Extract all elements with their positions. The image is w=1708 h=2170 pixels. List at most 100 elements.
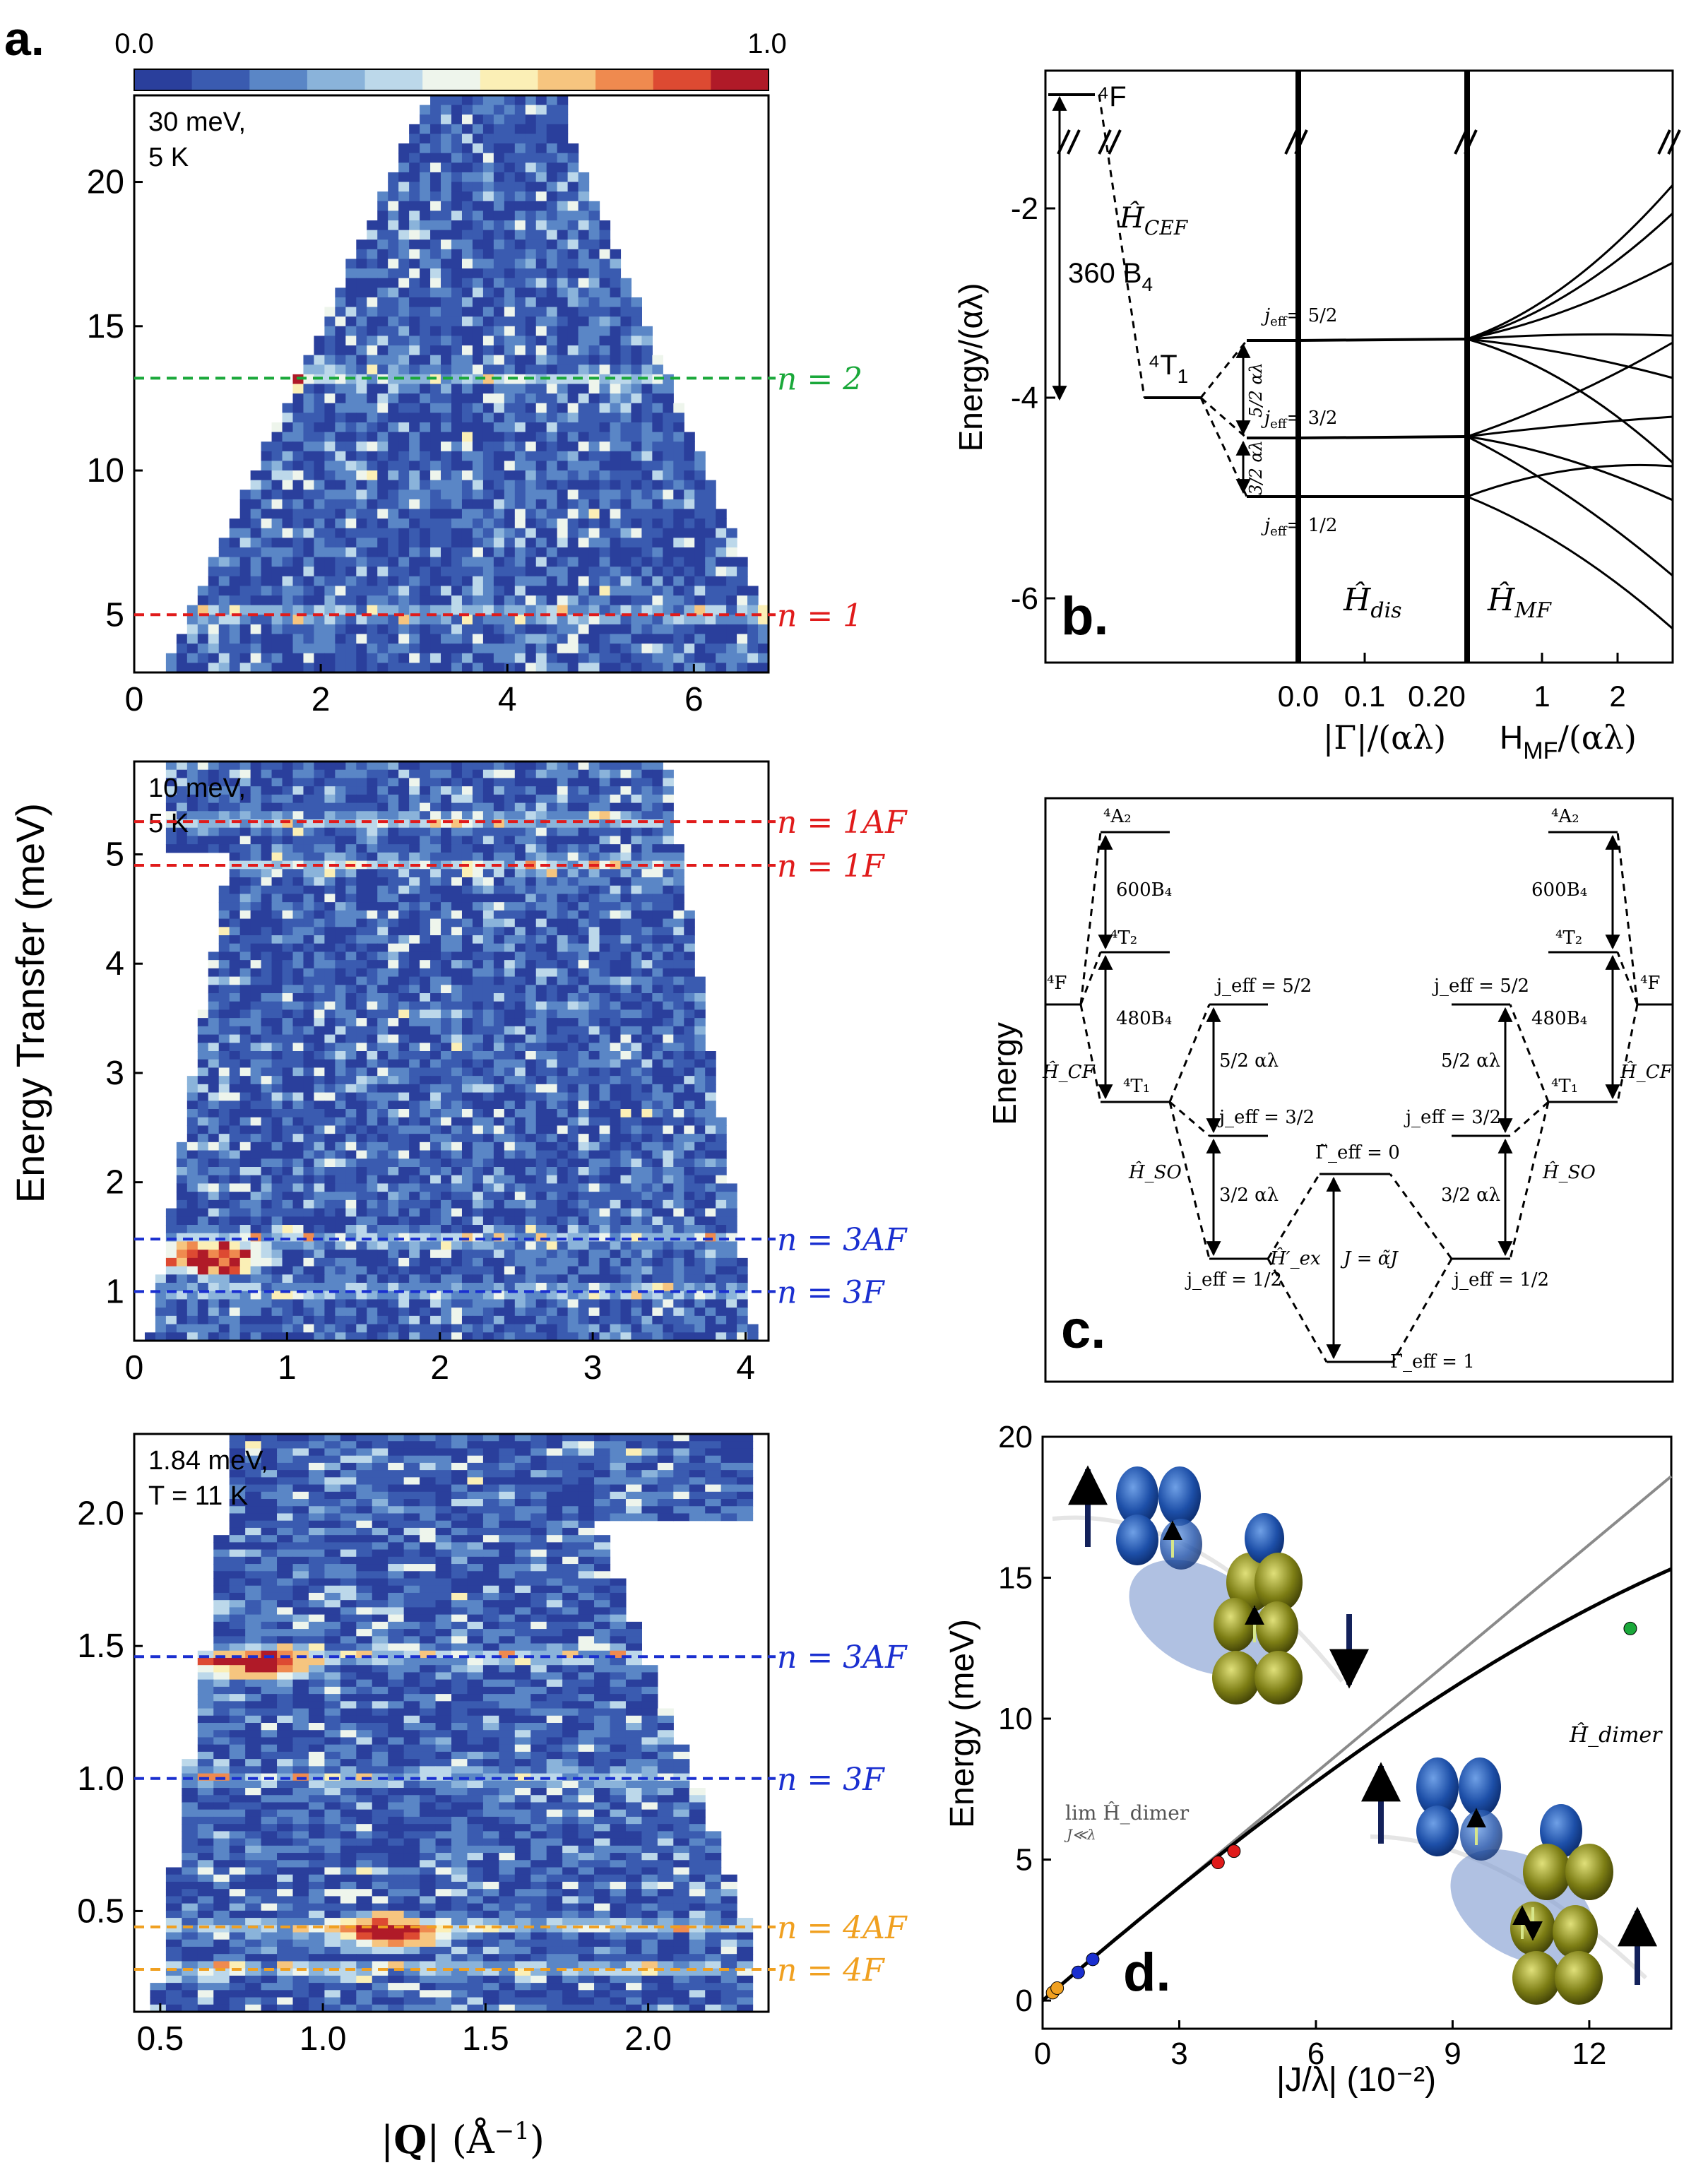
heatmap-cell	[641, 364, 653, 375]
heatmap-cell	[303, 935, 315, 944]
heatmap-cell	[292, 802, 304, 812]
heatmap-cell	[546, 769, 558, 779]
heatmap-cell	[324, 1018, 336, 1027]
heatmap-cell	[620, 1158, 632, 1168]
heatmap-cell	[546, 326, 558, 337]
heatmap-cell	[314, 432, 325, 442]
heatmap-cell	[504, 634, 516, 644]
heatmap-cell	[641, 1092, 653, 1101]
heatmap-cell	[420, 528, 431, 538]
heatmap-cell	[292, 885, 304, 895]
heatmap-cell	[546, 1059, 558, 1069]
heatmap-cell	[578, 624, 590, 635]
heatmap-cell	[229, 615, 241, 625]
heatmap-cell	[367, 894, 378, 903]
heatmap-cell	[588, 364, 600, 375]
heatmap-cell	[239, 1233, 251, 1243]
heatmap-cell	[694, 624, 706, 635]
heatmap-cell	[250, 509, 262, 519]
heatmap-cell	[398, 451, 410, 462]
heatmap-cell	[345, 259, 357, 269]
heatmap-cell	[250, 1199, 262, 1209]
heatmap-cell	[482, 1150, 494, 1159]
heatmap-cell	[641, 885, 653, 895]
heatmap-cell	[345, 844, 357, 853]
heatmap-cell	[398, 1125, 410, 1134]
heatmap-cell	[641, 615, 653, 625]
heatmap-cell	[303, 869, 315, 878]
heatmap-cell	[335, 451, 346, 462]
heatmap-cell	[345, 1026, 357, 1036]
heatmap-cell	[620, 413, 632, 423]
heatmap-cell	[314, 1134, 325, 1143]
heatmap-cell	[430, 615, 441, 625]
heatmap-cell	[229, 1084, 241, 1093]
heatmap-cell	[673, 557, 684, 567]
heatmap-cell	[461, 1225, 473, 1234]
heatmap-cell	[377, 518, 389, 529]
heatmap-cell	[165, 811, 177, 820]
heatmap-cell	[514, 1134, 526, 1143]
heatmap-cell	[599, 1225, 611, 1234]
heatmap-cell	[673, 918, 684, 927]
heatmap-cell	[578, 951, 590, 961]
heatmap-cell	[482, 509, 494, 519]
heatmap-cell	[229, 605, 241, 615]
heatmap-cell	[705, 595, 716, 606]
heatmap-cell	[652, 451, 663, 462]
heatmap-cell	[663, 1233, 674, 1243]
heatmap-cell	[588, 1067, 600, 1077]
heatmap-cell	[631, 364, 642, 375]
heatmap-cell	[461, 172, 473, 183]
heatmap-cell	[441, 345, 452, 356]
heatmap-cell	[631, 567, 642, 577]
heatmap-cell	[493, 1059, 505, 1069]
heatmap-cell	[652, 877, 663, 887]
heatmap-cell	[367, 877, 378, 887]
heatmap-cell	[610, 794, 622, 804]
heatmap-cell	[239, 1001, 251, 1011]
heatmap-cell	[641, 336, 653, 346]
heatmap-cell	[504, 134, 516, 144]
heatmap-cell	[398, 307, 410, 317]
heatmap-cell	[546, 1101, 558, 1110]
heatmap-cell	[493, 1117, 505, 1127]
heatmap-cell	[377, 211, 389, 221]
heatmap-cell	[314, 844, 325, 853]
heatmap-cell	[282, 885, 294, 895]
heatmap-cell	[451, 249, 463, 260]
heatmap-cell	[377, 927, 389, 936]
heatmap-cell	[716, 634, 727, 644]
heatmap-cell	[430, 172, 441, 183]
heatmap-cell	[461, 852, 473, 862]
heatmap-cell	[535, 644, 547, 654]
heatmap-cell	[292, 1084, 304, 1093]
heatmap-cell	[504, 1067, 516, 1077]
heatmap-cell	[610, 1084, 622, 1093]
heatmap-cell	[514, 470, 526, 481]
heatmap-cell	[673, 653, 684, 663]
heatmap-cell	[578, 927, 590, 936]
heatmap-cell	[557, 114, 569, 125]
heatmap-cell	[314, 538, 325, 548]
heatmap-cell	[504, 162, 516, 173]
heatmap-cell	[271, 877, 283, 887]
heatmap-cell	[356, 943, 367, 953]
heatmap-cell	[514, 451, 526, 462]
heatmap-cell	[546, 1208, 558, 1217]
heatmap-cell	[684, 1034, 695, 1043]
heatmap-cell	[186, 1175, 198, 1185]
heatmap-cell	[493, 605, 505, 615]
heatmap-cell	[535, 124, 547, 135]
heatmap-cell	[514, 935, 526, 944]
heatmap-cell	[652, 1009, 663, 1019]
heatmap-cell	[409, 918, 420, 927]
heatmap-cell	[409, 528, 420, 538]
heatmap-cell	[409, 935, 420, 944]
heatmap-cell	[388, 902, 399, 911]
heatmap-cell	[599, 935, 611, 944]
heatmap-cell	[165, 786, 177, 795]
heatmap-cell	[388, 470, 399, 481]
heatmap-cell	[620, 1150, 632, 1159]
heatmap-cell	[482, 1225, 494, 1234]
